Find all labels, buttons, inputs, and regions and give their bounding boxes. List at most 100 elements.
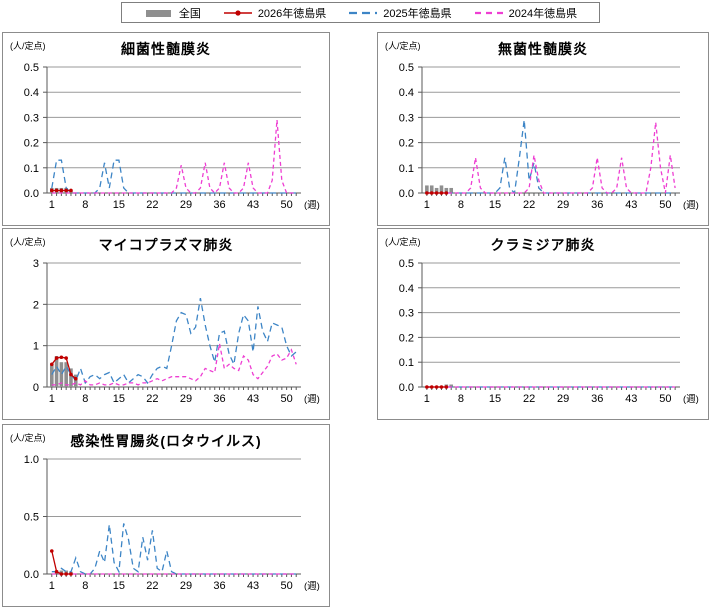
gridlines [43, 262, 301, 388]
x-axis-labels: 1 8 15 22 29 36 43 50 (週) [49, 580, 320, 592]
svg-text:29: 29 [180, 393, 192, 405]
svg-text:0.3: 0.3 [24, 112, 39, 124]
svg-text:43: 43 [625, 199, 637, 211]
svg-text:36: 36 [591, 199, 603, 211]
y-axis-labels: 0 1 2 3 [33, 258, 39, 394]
svg-text:0.0: 0.0 [24, 188, 39, 200]
series-bar [425, 185, 454, 193]
chart-title: 感染性胃腸炎(ロタウイルス) [70, 433, 262, 449]
svg-text:36: 36 [213, 580, 225, 592]
x-axis-unit-label: (週) [683, 199, 699, 211]
svg-text:3: 3 [33, 258, 39, 270]
chart-title: クラミジア肺炎 [490, 237, 596, 253]
series-dashed-short [51, 343, 297, 386]
x-axis-labels: 1 8 15 22 29 36 43 50 (週) [49, 393, 320, 405]
svg-text:2: 2 [33, 299, 39, 311]
legend-item-3: 2024年徳島県 [474, 5, 577, 21]
svg-text:8: 8 [82, 199, 88, 211]
svg-text:0.5: 0.5 [399, 62, 414, 74]
svg-text:50: 50 [659, 199, 671, 211]
x-axis-unit-label: (週) [304, 199, 320, 211]
svg-text:43: 43 [247, 393, 259, 405]
chart-aseptic-meningitis: (人/定点) 無菌性髄膜炎 0.0 0.1 0.2 0.3 0.4 0.5 1 8 15 22 29… [377, 32, 709, 226]
x-axis-labels: 1 8 15 22 29 36 43 50 (週) [49, 199, 320, 211]
chart-mycoplasma-pneumonia: (人/定点) マイコプラズマ肺炎 0 1 2 3 1 8 15 22 29 36 43 50 (週) [2, 228, 330, 420]
svg-text:1: 1 [49, 580, 55, 592]
svg-text:1: 1 [49, 393, 55, 405]
x-axis-unit-label: (週) [304, 580, 320, 592]
svg-text:15: 15 [113, 393, 125, 405]
legend-item-2: 2025年徳島県 [348, 5, 452, 21]
series-line-marker [425, 385, 449, 389]
svg-text:0.2: 0.2 [399, 332, 414, 344]
svg-text:36: 36 [213, 393, 225, 405]
svg-text:1: 1 [49, 199, 55, 211]
y-axis-labels: 0.0 0.5 1.0 [24, 454, 39, 581]
series-line-marker [49, 188, 73, 193]
svg-text:0.1: 0.1 [399, 163, 414, 175]
gridlines [43, 458, 301, 575]
y-axis-labels: 0.0 0.1 0.2 0.3 0.4 0.5 [399, 62, 414, 200]
svg-text:22: 22 [523, 199, 535, 211]
svg-text:0.5: 0.5 [399, 258, 414, 270]
svg-text:36: 36 [213, 199, 225, 211]
chart-title: 無菌性髄膜炎 [498, 41, 588, 57]
series-line-marker [49, 355, 78, 381]
chart-legend: 全国 2026年徳島県 2025年徳島県 2024年徳島県 [121, 2, 600, 23]
legend-item-label: 全国 [178, 7, 201, 20]
svg-text:0.1: 0.1 [24, 163, 39, 175]
legend-marker-swatch [235, 9, 241, 16]
gridlines [43, 66, 301, 194]
y-axis-labels: 0.0 0.1 0.2 0.3 0.4 0.5 [24, 62, 39, 200]
chart-chlamydia-pneumonia: (人/定点) クラミジア肺炎 0.0 0.1 0.2 0.3 0.4 0.5 1 8 15 22 2… [377, 228, 709, 420]
svg-text:0.5: 0.5 [24, 512, 39, 524]
svg-text:0.4: 0.4 [24, 87, 39, 99]
svg-text:1: 1 [33, 341, 39, 353]
series-dashed-short [51, 119, 297, 194]
svg-text:50: 50 [659, 393, 671, 405]
chart-bacterial-meningitis: (人/定点) 細菌性髄膜炎 0.0 0.1 0.2 0.3 0.4 0.5 1 8 15 22 29… [2, 32, 330, 226]
svg-text:8: 8 [458, 199, 464, 211]
svg-text:22: 22 [523, 393, 535, 405]
y-axis-unit-label: (人/定点) [10, 41, 46, 51]
svg-text:29: 29 [180, 199, 192, 211]
chart-plot: 0.0 0.1 0.2 0.3 0.4 0.5 1 8 15 22 29 36 43 50 (週) [24, 62, 320, 211]
y-axis-unit-label: (人/定点) [385, 237, 421, 247]
svg-text:0.5: 0.5 [24, 62, 39, 74]
svg-text:1.0: 1.0 [24, 454, 39, 466]
svg-text:0.0: 0.0 [399, 382, 414, 394]
svg-text:0: 0 [33, 382, 39, 394]
y-axis-unit-label: (人/定点) [10, 433, 46, 443]
series-dashed-short [426, 122, 676, 194]
svg-text:15: 15 [489, 199, 501, 211]
svg-text:22: 22 [146, 580, 158, 592]
gridlines [418, 66, 680, 194]
y-axis-labels: 0.0 0.1 0.2 0.3 0.4 0.5 [399, 258, 414, 394]
svg-text:15: 15 [113, 580, 125, 592]
x-axis-unit-label: (週) [304, 393, 320, 405]
svg-text:1: 1 [424, 393, 430, 405]
chart-plot: 0.0 0.1 0.2 0.3 0.4 0.5 1 8 15 22 29 36 43 50 (週) [399, 62, 699, 211]
svg-text:0.3: 0.3 [399, 308, 414, 320]
legend-swatch-icon [145, 9, 171, 17]
series-line-marker [49, 549, 73, 576]
chart-rotavirus-gastroenteritis: (人/定点) 感染性胃腸炎(ロタウイルス) 0.0 0.5 1.0 1 8 15 22 29 3… [2, 424, 330, 607]
chart-plot: 0.0 0.5 1.0 1 8 15 22 29 36 43 50 (週) [24, 454, 320, 592]
x-axis-labels: 1 8 15 22 29 36 43 50 (週) [424, 393, 699, 405]
svg-text:8: 8 [82, 580, 88, 592]
svg-text:0.4: 0.4 [399, 87, 414, 99]
series-bar [49, 356, 78, 387]
svg-text:8: 8 [82, 393, 88, 405]
svg-text:22: 22 [146, 199, 158, 211]
svg-text:36: 36 [591, 393, 603, 405]
svg-text:0.1: 0.1 [399, 357, 414, 369]
legend-item-label: 2026年徳島県 [257, 7, 327, 20]
y-axis-unit-label: (人/定点) [385, 41, 421, 51]
svg-text:0.2: 0.2 [24, 138, 39, 150]
gridlines [418, 262, 680, 388]
svg-text:22: 22 [146, 393, 158, 405]
svg-text:0.4: 0.4 [399, 283, 414, 295]
svg-text:43: 43 [247, 199, 259, 211]
legend-item-label: 2025年徳島県 [383, 7, 452, 20]
